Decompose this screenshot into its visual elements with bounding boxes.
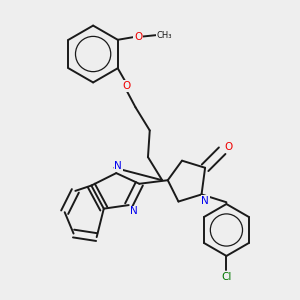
Text: O: O — [122, 81, 131, 91]
Text: N: N — [201, 196, 209, 206]
Text: O: O — [134, 32, 142, 42]
Text: CH₃: CH₃ — [156, 31, 172, 40]
Text: Cl: Cl — [221, 272, 232, 282]
Text: O: O — [224, 142, 233, 152]
Text: N: N — [114, 161, 122, 171]
Text: N: N — [130, 206, 138, 217]
